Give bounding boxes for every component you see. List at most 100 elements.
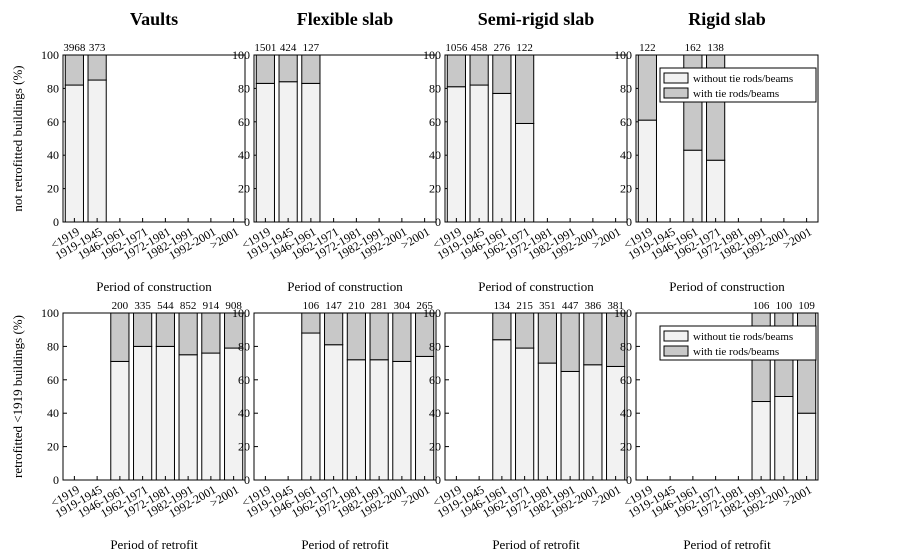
y-tick-label: 0	[435, 215, 441, 229]
bar-without-tie-rods	[797, 412, 817, 481]
x-axis-label: Period of construction	[96, 279, 212, 294]
x-axis-label: Period of retrofit	[683, 537, 771, 552]
y-tick-label: 100	[423, 48, 441, 62]
bar-with-tie-rods	[110, 312, 130, 362]
y-tick-label: 100	[232, 306, 250, 320]
y-tick-label: 20	[620, 182, 632, 196]
legend-swatch	[663, 87, 689, 99]
panel-title: Semi-rigid slab	[478, 9, 595, 29]
y-tick-label: 60	[429, 373, 441, 387]
bar-count-label: 100	[776, 300, 793, 312]
y-tick-label: 20	[238, 182, 250, 196]
plot-frame	[635, 312, 819, 481]
bar-with-tie-rods	[492, 54, 512, 94]
bar-count-label: 200	[112, 300, 129, 312]
bar-without-tie-rods	[637, 119, 657, 223]
bar-with-tie-rods	[301, 54, 321, 84]
bar-with-tie-rods	[64, 54, 84, 86]
plot-frame	[253, 312, 437, 481]
x-axis-label: Period of retrofit	[301, 537, 389, 552]
bar-with-tie-rods	[324, 312, 344, 346]
y-tick-label: 60	[47, 115, 59, 129]
legend: without tie rods/beams with tie rods/beam…	[659, 325, 817, 361]
plot-frame	[635, 54, 819, 223]
legend-swatch	[663, 72, 689, 84]
panel-not-retrofitted-2: 020406080100<191915011919-19454241946-19…	[232, 42, 437, 294]
bar-without-tie-rods	[301, 82, 321, 223]
bar-without-tie-rods	[369, 359, 389, 481]
bar-count-label: 424	[280, 42, 297, 54]
y-axis-label: not retrofitted buildings (%)	[10, 65, 25, 211]
bar-count-label: 106	[303, 300, 320, 312]
y-tick-label: 60	[620, 373, 632, 387]
bar-with-tie-rods	[278, 54, 298, 83]
bar-count-label: 3968	[63, 42, 86, 54]
bar-without-tie-rods	[110, 360, 130, 481]
bar-count-label: 127	[303, 42, 320, 54]
x-axis-label: Period of retrofit	[492, 537, 580, 552]
y-tick-label: 80	[620, 81, 632, 95]
y-tick-label: 60	[429, 115, 441, 129]
bar-with-tie-rods	[492, 312, 512, 341]
bar-count-label: 210	[348, 300, 365, 312]
bar-without-tie-rods	[774, 396, 794, 481]
bar-without-tie-rods	[492, 339, 512, 481]
bar-count-label: 914	[203, 300, 220, 312]
bar-with-tie-rods	[392, 312, 412, 362]
y-tick-label: 20	[47, 440, 59, 454]
legend-label: without tie rods/beams	[693, 73, 793, 85]
bar-without-tie-rods	[178, 354, 198, 481]
y-tick-label: 100	[41, 306, 59, 320]
bar-count-label: 106	[753, 300, 770, 312]
bar-count-label: 351	[539, 300, 556, 312]
y-tick-label: 100	[41, 48, 59, 62]
bar-without-tie-rods	[392, 360, 412, 481]
bar-without-tie-rods	[301, 332, 321, 481]
bar-count-label: 447	[562, 300, 579, 312]
y-tick-label: 0	[53, 215, 59, 229]
y-tick-label: 40	[47, 406, 59, 420]
x-axis-label: Period of retrofit	[110, 537, 198, 552]
y-tick-label: 80	[429, 339, 441, 353]
bar-without-tie-rods	[751, 401, 771, 481]
bar-count-label: 373	[89, 42, 106, 54]
bar-with-tie-rods	[178, 312, 198, 356]
y-tick-label: 40	[620, 148, 632, 162]
bar-count-label: 281	[371, 300, 388, 312]
panel-retrofitted-3: 020406080100<19191919-19451946-196113419…	[423, 300, 628, 552]
bar-count-label: 215	[516, 300, 533, 312]
x-axis-label: Period of construction	[669, 279, 785, 294]
y-tick-label: 20	[429, 440, 441, 454]
y-tick-label: 80	[620, 339, 632, 353]
bar-without-tie-rods	[560, 370, 580, 481]
y-tick-label: 80	[238, 339, 250, 353]
bar-count-label: 122	[516, 42, 533, 54]
legend-swatch	[663, 345, 689, 357]
x-axis-label: Period of construction	[478, 279, 594, 294]
bar-with-tie-rods	[469, 54, 489, 86]
bar-with-tie-rods	[515, 54, 535, 124]
y-tick-label: 40	[429, 148, 441, 162]
y-tick-label: 20	[429, 182, 441, 196]
y-tick-label: 0	[626, 215, 632, 229]
bar-count-label: 908	[225, 300, 242, 312]
bar-count-label: 162	[685, 42, 702, 54]
bar-count-label: 109	[798, 300, 815, 312]
bar-count-label: 147	[325, 300, 342, 312]
bar-count-label: 335	[134, 300, 151, 312]
bar-count-label: 265	[416, 300, 433, 312]
bar-count-label: 138	[707, 42, 724, 54]
y-tick-label: 0	[244, 473, 250, 487]
y-tick-label: 0	[244, 215, 250, 229]
bar-without-tie-rods	[87, 79, 107, 223]
y-tick-label: 60	[47, 373, 59, 387]
bar-count-label: 304	[394, 300, 411, 312]
y-tick-label: 100	[614, 306, 632, 320]
panel-title: Vaults	[130, 9, 178, 29]
y-tick-label: 20	[620, 440, 632, 454]
y-tick-label: 40	[620, 406, 632, 420]
bar-without-tie-rods	[706, 159, 726, 223]
panel-retrofitted-4: 020406080100<19191919-19451946-19611962-…	[614, 300, 819, 552]
bar-with-tie-rods	[255, 54, 275, 84]
bar-with-tie-rods	[201, 312, 221, 354]
